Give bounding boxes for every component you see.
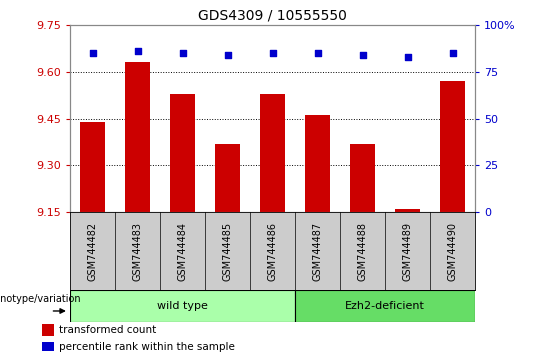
Title: GDS4309 / 10555550: GDS4309 / 10555550	[198, 8, 347, 22]
Bar	[440, 81, 465, 212]
Bar	[125, 62, 150, 212]
Text: GSM744487: GSM744487	[313, 222, 323, 281]
Bar	[215, 144, 240, 212]
Text: genotype/variation: genotype/variation	[0, 294, 82, 304]
Text: GSM744490: GSM744490	[448, 222, 458, 281]
Bar	[305, 115, 330, 212]
Text: Ezh2-deficient: Ezh2-deficient	[345, 301, 425, 311]
Bar	[350, 144, 375, 212]
Bar	[260, 93, 285, 212]
Point	[448, 50, 457, 56]
Bar	[42, 342, 53, 352]
Text: GSM744484: GSM744484	[178, 222, 188, 281]
Point	[133, 48, 142, 54]
Text: wild type: wild type	[157, 301, 208, 311]
Text: percentile rank within the sample: percentile rank within the sample	[59, 342, 234, 352]
Point	[313, 50, 322, 56]
Text: GSM744486: GSM744486	[268, 222, 278, 281]
Point	[403, 54, 412, 59]
Text: GSM744482: GSM744482	[87, 222, 98, 281]
Text: GSM744488: GSM744488	[357, 222, 368, 281]
Text: GSM744489: GSM744489	[403, 222, 413, 281]
Point	[89, 50, 97, 56]
Bar	[80, 122, 105, 212]
Bar	[395, 209, 420, 212]
Point	[224, 52, 232, 58]
Bar	[295, 290, 475, 322]
Bar	[42, 324, 53, 336]
Text: transformed count: transformed count	[59, 325, 156, 336]
Text: GSM744483: GSM744483	[133, 222, 143, 281]
Bar	[70, 290, 295, 322]
Text: GSM744485: GSM744485	[222, 222, 233, 281]
Point	[178, 50, 187, 56]
Bar	[170, 93, 195, 212]
Point	[268, 50, 277, 56]
Point	[359, 52, 367, 58]
